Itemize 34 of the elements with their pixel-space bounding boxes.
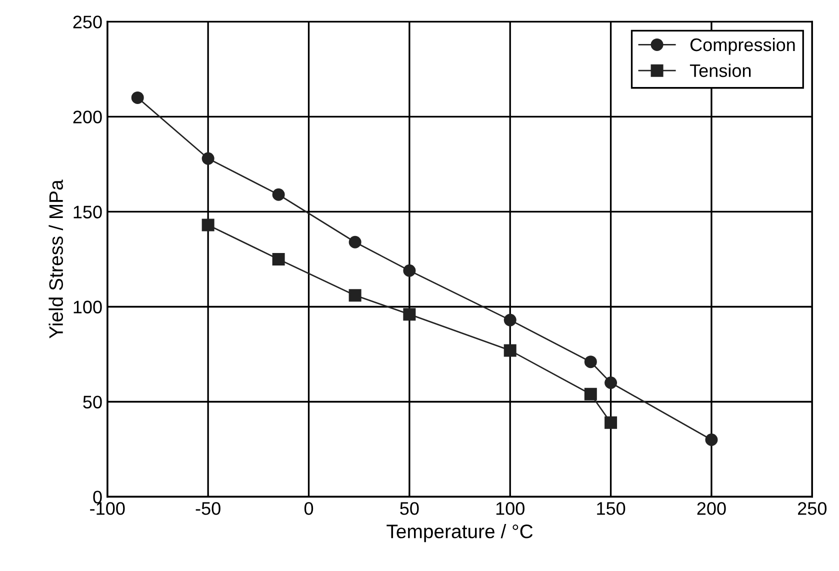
point	[705, 434, 718, 446]
y-tick-label: 250	[73, 16, 102, 28]
point	[504, 314, 516, 326]
point	[131, 91, 144, 104]
y-tick-label: 50	[83, 396, 102, 408]
x-tick-label: 150	[597, 502, 626, 515]
point	[272, 188, 285, 201]
x-tick-label: 250	[798, 502, 827, 515]
y-axis-title: Yield Stress / MPa	[48, 180, 64, 338]
y-tick-label: 100	[74, 300, 102, 314]
point	[504, 344, 516, 357]
legend-label: Tension	[690, 64, 751, 78]
y-tick-label: 150	[74, 206, 102, 218]
point	[604, 376, 618, 390]
point	[584, 388, 597, 400]
point	[584, 356, 597, 368]
x-axis-title: Temperature / °C	[386, 524, 533, 542]
point	[202, 218, 214, 232]
x-tick-label: -50	[196, 502, 220, 515]
x-tick-label: 200	[697, 502, 726, 515]
point	[348, 289, 362, 302]
x-tick-label: 0	[304, 502, 314, 515]
point	[202, 152, 214, 165]
point	[403, 308, 416, 321]
point	[348, 236, 362, 248]
y-tick-label: 0	[93, 490, 102, 504]
point	[604, 416, 618, 429]
x-tick-label: -100	[90, 502, 125, 515]
y-tick-label: 200	[73, 110, 102, 124]
point	[272, 252, 285, 266]
point	[403, 264, 416, 277]
legend-label: Compression	[690, 38, 795, 55]
x-tick-label: 100	[496, 502, 524, 515]
x-tick-label: 50	[400, 502, 419, 515]
